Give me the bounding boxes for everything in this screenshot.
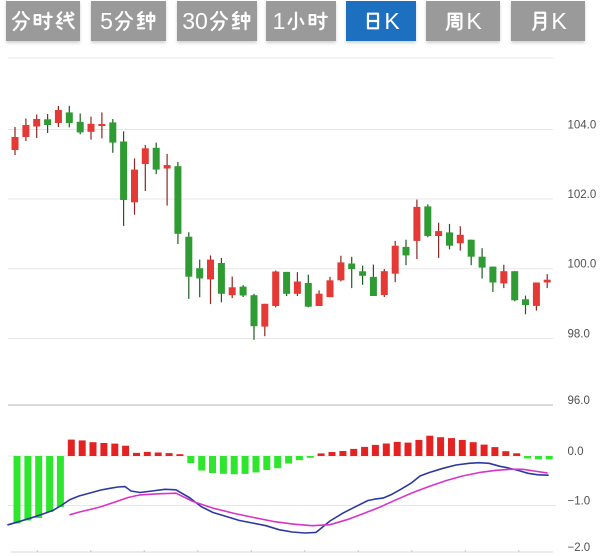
svg-text:100.0: 100.0: [568, 259, 597, 271]
svg-text:102.0: 102.0: [568, 189, 597, 201]
svg-text:96.0: 96.0: [568, 395, 590, 407]
svg-text:0.0: 0.0: [568, 446, 584, 458]
svg-text:98.0: 98.0: [568, 329, 590, 341]
svg-text:104.0: 104.0: [568, 120, 597, 132]
svg-text:−2.0: −2.0: [568, 542, 591, 554]
svg-text:−1.0: −1.0: [568, 496, 591, 508]
